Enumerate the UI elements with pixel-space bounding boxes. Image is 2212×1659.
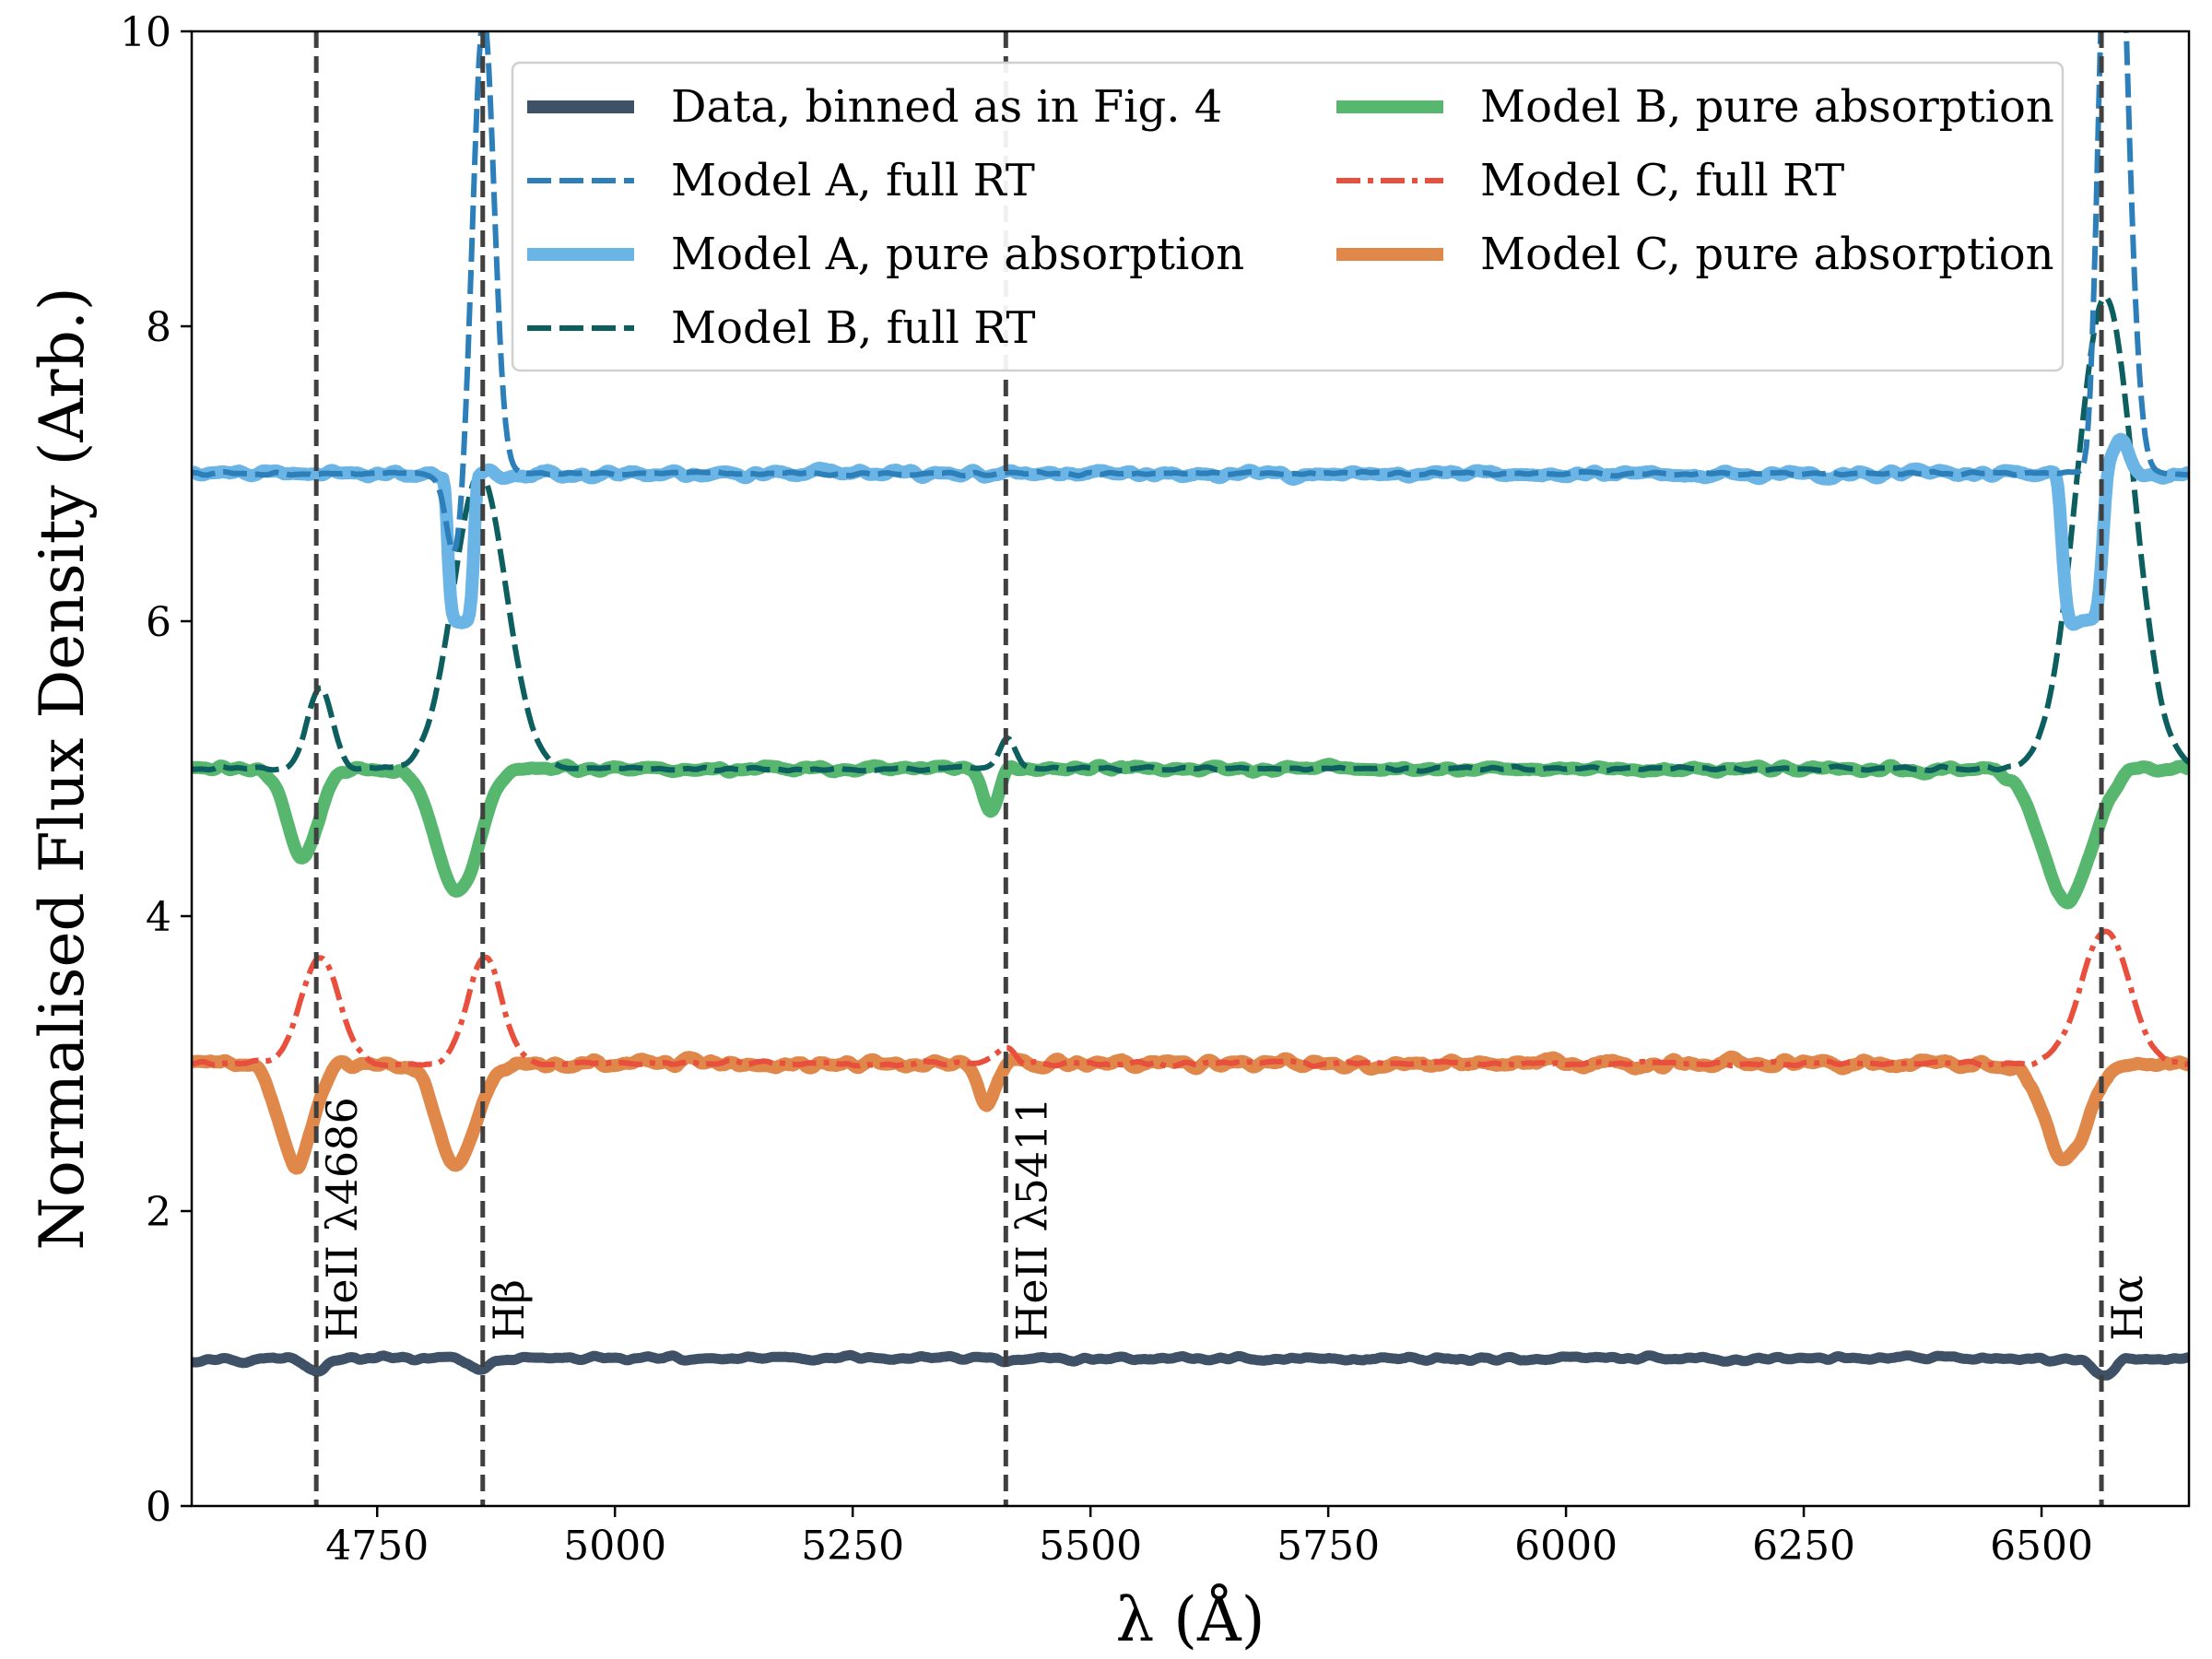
reference-lines: HeII λ4686 Hβ HeII λ5411 Hα	[313, 31, 2152, 1506]
y-tick-label-0: 0	[146, 1484, 171, 1531]
series-line-data-binned-as-in-fig-4	[192, 1349, 2189, 1381]
y-tick-label-4: 4	[146, 894, 171, 941]
series-layer	[192, 31, 2189, 1381]
legend-label-model-a-full-rt: Model A, full RT	[671, 155, 1035, 206]
y-axis-label: Normalised Flux Density (Arb.)	[27, 287, 98, 1250]
series-line-model-b-full-rt	[192, 294, 2189, 774]
x-tick-label-6500: 6500	[1990, 1523, 2093, 1570]
y-tick-label-10: 10	[120, 9, 171, 56]
legend-label-model-c-pure-absorption: Model C, pure absorption	[1480, 229, 2054, 280]
x-tick-label-5500: 5500	[1039, 1523, 1142, 1570]
series-line-model-c-full-rt	[192, 928, 2189, 1070]
legend-label-model-b-full-rt: Model B, full RT	[671, 302, 1036, 354]
legend-box	[511, 61, 2065, 372]
x-tick-label-4750: 4750	[325, 1523, 429, 1570]
reference-line-label-1: HeII λ4686	[317, 1097, 367, 1341]
reference-line-label-4: Hα	[2102, 1276, 2152, 1341]
plot-frame	[190, 29, 2191, 1508]
y-tick-label-2: 2	[146, 1189, 171, 1236]
x-tick-label-5750: 5750	[1277, 1523, 1380, 1570]
x-axis-label: λ (Å)	[1116, 1584, 1265, 1655]
legend: Data, binned as in Fig. 4 Model A, full R…	[511, 61, 2065, 372]
legend-label-model-c-full-rt: Model C, full RT	[1480, 155, 1844, 206]
x-tick-label-5250: 5250	[801, 1523, 904, 1570]
x-tick-label-5000: 5000	[563, 1523, 666, 1570]
series-line-model-c-pure-absorption	[192, 1050, 2189, 1175]
series-line-model-a-pure-absorption	[192, 432, 2189, 631]
reference-line-label-2: Hβ	[484, 1279, 534, 1341]
legend-label-model-a-pure-absorption: Model A, pure absorption	[671, 229, 1244, 280]
reference-line-label-3: HeII λ5411	[1006, 1097, 1056, 1341]
series-line-model-b-pure-absorption	[192, 758, 2189, 910]
y-tick-label-6: 6	[146, 599, 171, 646]
axis-ticks: 4750 5000 5250 5500 5750 6000 6250 6500 0 2 4 6 8 10	[120, 9, 2093, 1570]
legend-label-data-binned-as-in-fig-4: Data, binned as in Fig. 4	[671, 81, 1222, 133]
y-tick-label-8: 8	[146, 304, 171, 351]
series-line-model-a-full-rt	[192, 31, 2189, 555]
x-tick-label-6000: 6000	[1514, 1523, 1618, 1570]
x-tick-label-6250: 6250	[1752, 1523, 1855, 1570]
legend-label-model-b-pure-absorption: Model B, pure absorption	[1480, 81, 2054, 133]
